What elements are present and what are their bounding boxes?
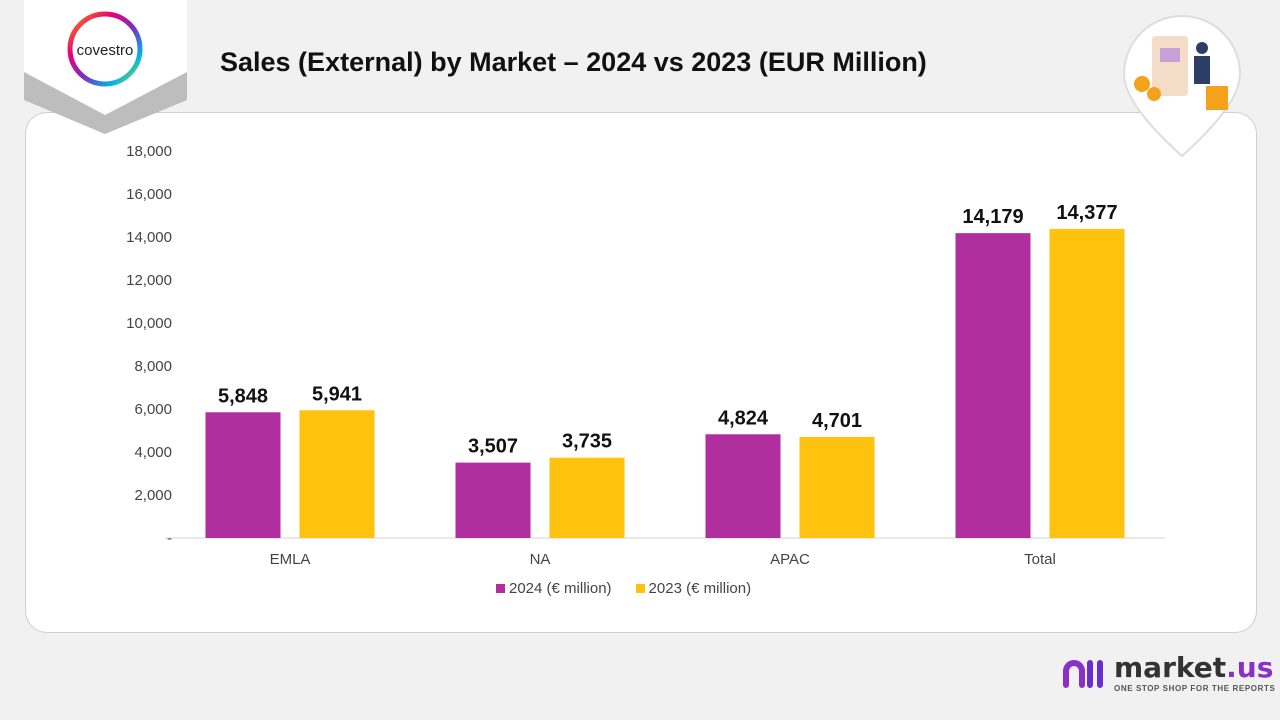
y-tick-label: 16,000 — [126, 186, 172, 203]
illustration-badge — [1122, 14, 1242, 158]
legend-swatch-2024 — [496, 584, 505, 593]
bar-2023 — [799, 436, 875, 538]
bar-2023 — [1049, 228, 1125, 538]
data-label: 14,377 — [1056, 202, 1117, 224]
legend-label-2024: 2024 (€ million) — [509, 580, 612, 597]
y-tick-label: 4,000 — [134, 444, 172, 461]
data-label: 4,824 — [718, 407, 769, 429]
bar-2024 — [205, 412, 281, 538]
x-tick-label: APAC — [770, 551, 810, 568]
data-label: 4,701 — [812, 410, 862, 432]
data-label: 3,507 — [468, 436, 518, 458]
data-label: 3,735 — [562, 431, 612, 453]
y-tick-label: 14,000 — [126, 229, 172, 246]
x-tick-label: EMLA — [270, 551, 311, 568]
bar-2023 — [299, 410, 375, 538]
y-tick-label: 12,000 — [126, 272, 172, 289]
data-label: 5,941 — [312, 383, 362, 405]
y-tick-label: 2,000 — [134, 487, 172, 504]
y-tick-label: 10,000 — [126, 315, 172, 332]
legend-swatch-2023 — [635, 584, 645, 593]
y-tick-label: 18,000 — [126, 143, 172, 160]
bar-2023 — [549, 457, 625, 538]
page-title: Sales (External) by Market – 2024 vs 202… — [220, 47, 927, 77]
market-us-logo: market.us ONE STOP SHOP FOR THE REPORTS — [1062, 652, 1275, 694]
x-tick-label: Total — [1024, 551, 1056, 568]
legend-item-2023: 2023 (€ million) — [635, 580, 752, 597]
brand-suffix: .us — [1226, 651, 1274, 684]
bar-2024 — [705, 434, 781, 538]
covestro-logo-text: covestro — [77, 42, 134, 59]
y-tick-label: 6,000 — [134, 401, 172, 418]
brand-name: market — [1114, 651, 1227, 684]
data-label: 14,179 — [962, 206, 1023, 228]
data-label: 5,848 — [218, 385, 268, 407]
brand-tagline: ONE STOP SHOP FOR THE REPORTS — [1114, 684, 1276, 693]
chart-legend: 2024 (€ million) 2023 (€ million) — [496, 580, 751, 597]
bar-2024 — [455, 462, 531, 538]
x-tick-label: NA — [530, 551, 551, 568]
y-tick-label: 8,000 — [134, 358, 172, 375]
legend-label-2023: 2023 (€ million) — [648, 580, 752, 597]
market-us-icon — [1063, 660, 1103, 688]
bar-2024 — [955, 233, 1031, 539]
covestro-logo-badge: covestro — [24, 0, 187, 134]
legend-item-2024: 2024 (€ million) — [496, 580, 612, 597]
